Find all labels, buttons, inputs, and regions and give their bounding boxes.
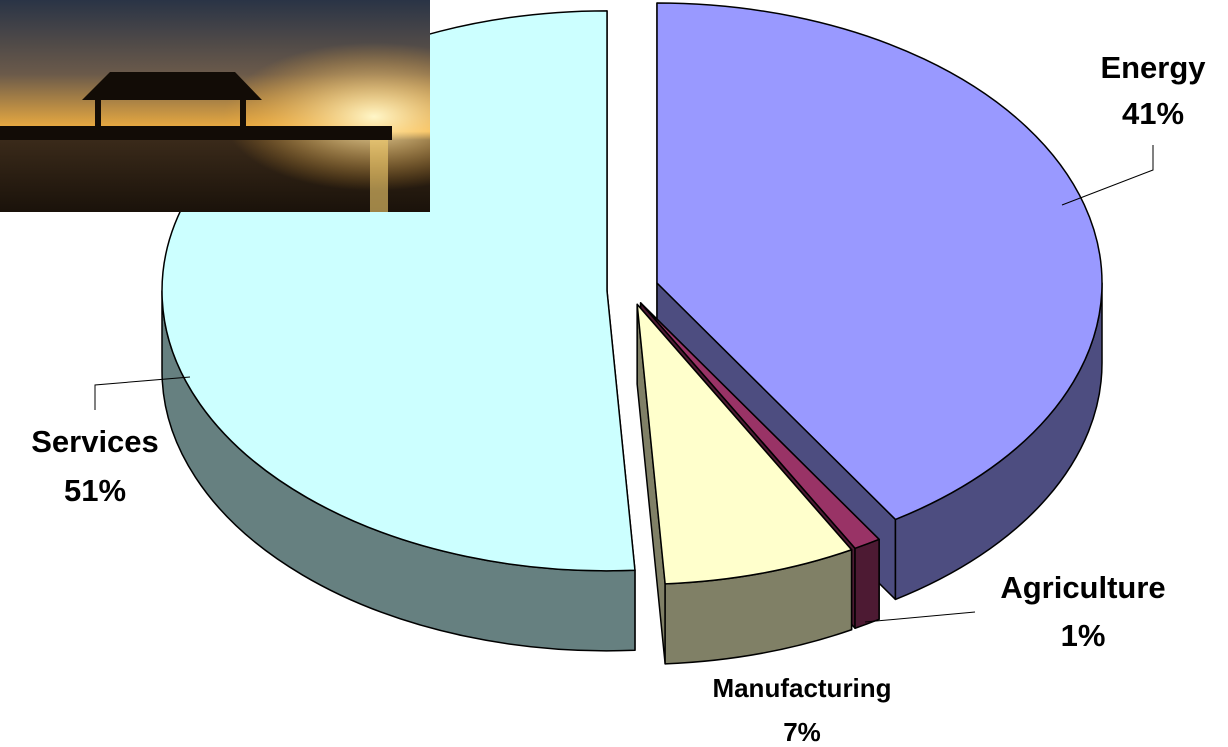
photo-post xyxy=(95,100,101,130)
slice-value-label: 41% xyxy=(1122,96,1184,131)
slice-label: Manufacturing xyxy=(712,673,891,703)
slice-label: Energy xyxy=(1100,50,1206,85)
slice xyxy=(656,2,1103,521)
photo-pier xyxy=(0,126,392,140)
photo-hut-roof xyxy=(82,72,262,100)
slice xyxy=(636,303,853,585)
pie xyxy=(161,2,1103,665)
slice xyxy=(639,302,880,550)
slice-value-label: 51% xyxy=(64,473,126,508)
photo-post xyxy=(240,100,246,130)
leader-line xyxy=(864,611,976,623)
labels: Energy 41% Agriculture 1% Manufacturing … xyxy=(31,50,1206,747)
leader-line xyxy=(94,376,191,410)
leader-line xyxy=(1061,145,1154,206)
pie-layer xyxy=(161,282,1103,665)
photo-reflection xyxy=(370,140,388,212)
slice-value-label: 1% xyxy=(1061,618,1106,653)
photo xyxy=(0,0,430,212)
slice-label: Agriculture xyxy=(1000,570,1165,605)
slice-wall xyxy=(854,538,880,630)
slice-label: Services xyxy=(31,424,159,459)
slice-value-label: 7% xyxy=(783,717,821,747)
photo-sun xyxy=(0,0,430,212)
